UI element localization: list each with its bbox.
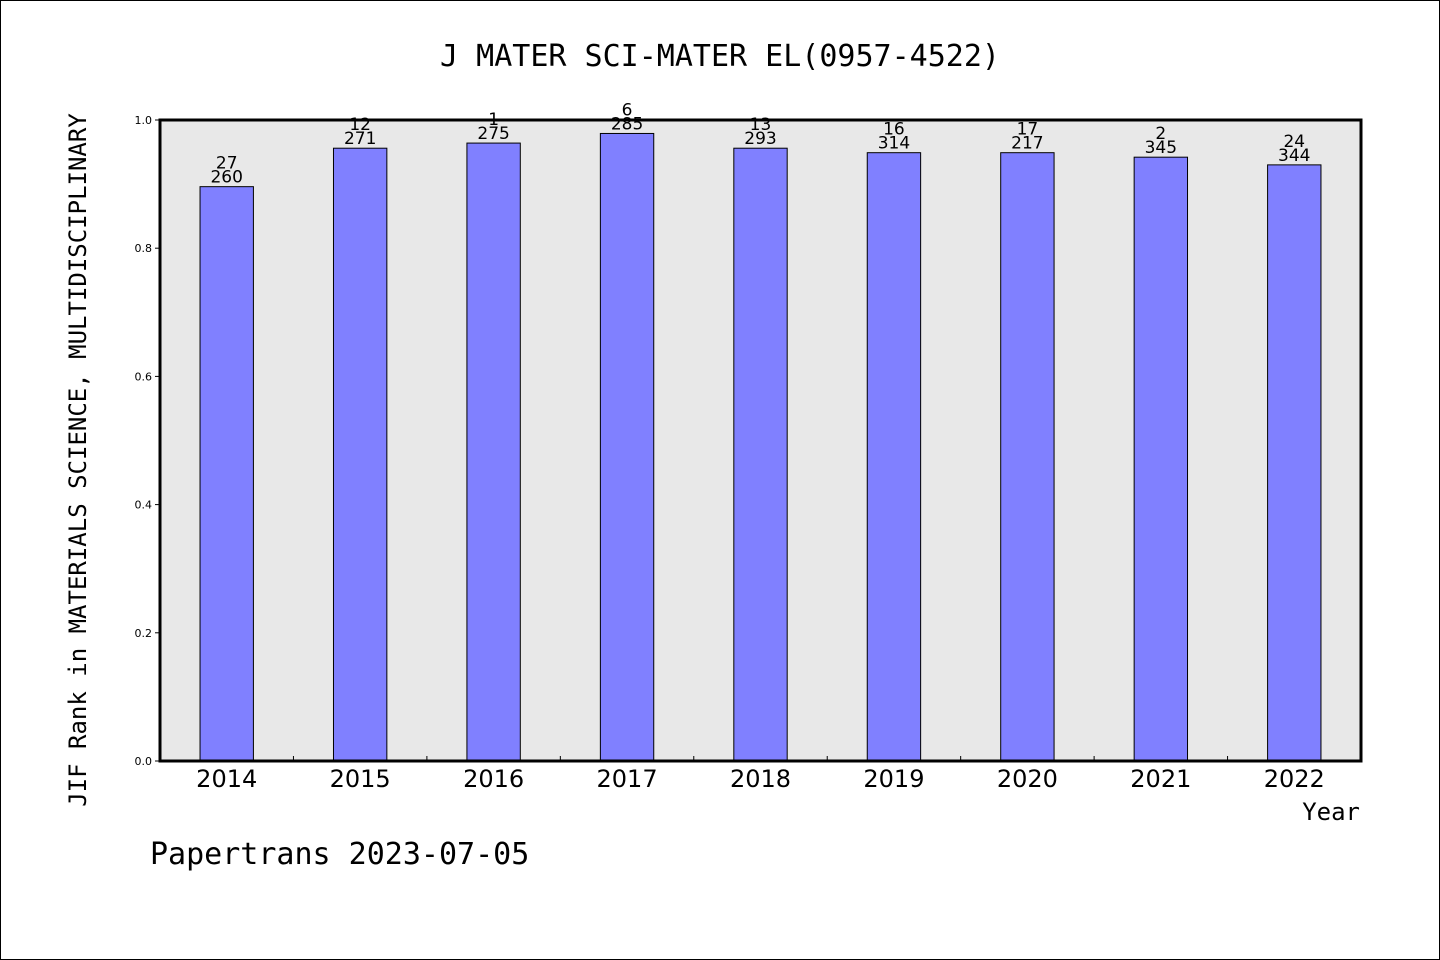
- bar-rank-label: 27: [216, 154, 238, 174]
- bar-total-label: 293: [744, 129, 776, 149]
- bar-2016: [466, 142, 521, 762]
- bar-2020: [1000, 152, 1055, 762]
- bar-rank-label: 17: [1017, 120, 1039, 140]
- bar-2014: [199, 186, 254, 762]
- bar-rank-label: 2: [1155, 124, 1166, 144]
- bar-2019: [866, 152, 922, 762]
- x-axis: 2014 2015 2016 2017 2018 2019 2020 2021 2022: [196, 756, 1325, 793]
- x-tick-label: 2021: [1130, 765, 1191, 793]
- bar-2015: [332, 147, 388, 762]
- bar-rank-label: 12: [349, 115, 371, 135]
- bar-rank-label: 13: [750, 115, 772, 135]
- bar-total-label: 344: [1278, 146, 1310, 166]
- bar-rank-label: 24: [1283, 132, 1305, 152]
- bar-total-label: 271: [344, 129, 376, 149]
- x-tick-label: 2020: [997, 765, 1058, 793]
- x-tick-label: 2018: [730, 765, 791, 793]
- watermark: Papertrans 2023-07-05: [150, 837, 529, 872]
- y-tick-label: 0.6: [135, 370, 153, 383]
- bar-total-label: 345: [1145, 138, 1177, 158]
- plot-border: [158, 118, 1363, 763]
- x-tick-label: 2016: [463, 765, 524, 793]
- bar-total-label: 260: [210, 168, 242, 188]
- x-tick-label: 2017: [597, 765, 658, 793]
- y-axis-label: JIF Rank in MATERIALS SCIENCE, MULTIDISC…: [64, 113, 92, 807]
- y-tick-label: 0.4: [135, 499, 153, 512]
- bar-rank-label: 6: [622, 100, 633, 120]
- bar-2018: [733, 147, 788, 762]
- x-tick-label: 2022: [1264, 765, 1325, 793]
- bar-total-label: 275: [477, 124, 509, 144]
- y-axis: 0.0 0.2 0.4 0.6 0.8 1.0: [135, 114, 160, 768]
- x-axis-label: Year: [1302, 798, 1360, 826]
- bar-2017: [599, 132, 655, 762]
- y-tick-label: 0.0: [135, 755, 153, 768]
- bar-rank-label: 16: [883, 120, 905, 140]
- x-tick-label: 2015: [330, 765, 391, 793]
- x-tick-label: 2014: [196, 765, 257, 793]
- bar-2022: [1267, 164, 1322, 762]
- chart-title: J MATER SCI-MATER EL(0957-4522): [440, 39, 1000, 74]
- y-tick-label: 1.0: [135, 114, 153, 127]
- bar-total-label: 217: [1011, 134, 1043, 154]
- bar-2021: [1133, 156, 1189, 762]
- x-tick-label: 2019: [863, 765, 924, 793]
- bar-total-label: 314: [878, 134, 910, 154]
- y-tick-label: 0.2: [135, 627, 153, 640]
- y-tick-label: 0.8: [135, 242, 153, 255]
- bars-group: [199, 132, 1322, 762]
